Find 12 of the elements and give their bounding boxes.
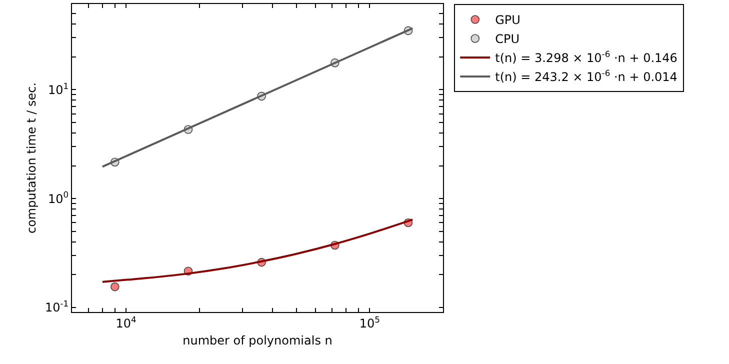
legend-label: t(n) = 3.298 × 10$^{-6}$ ·n + 0.146 [495, 49, 678, 66]
point [110, 282, 120, 292]
legend-label: CPU [495, 32, 520, 46]
y-tick-label: 10$^{1}$ [48, 80, 69, 97]
legend-label: GPU [495, 13, 520, 28]
x-tick-label: 10$^{4}$ [116, 314, 136, 330]
x-tick-label: 10$^{5}$ [359, 314, 380, 330]
y-tick-label: 10$^{-1}$ [44, 298, 69, 315]
y-axis-title: computation time t / sec. [24, 82, 38, 234]
y-tick-label: 10$^{0}$ [48, 190, 69, 206]
legend-label: t(n) = 243.2 × 10$^{-6}$ ·n + 0.014 [495, 68, 678, 84]
x-axis-title: number of polynomials n [182, 333, 332, 348]
